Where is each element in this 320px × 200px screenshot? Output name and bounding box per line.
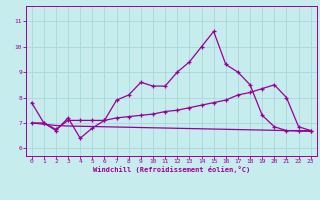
X-axis label: Windchill (Refroidissement éolien,°C): Windchill (Refroidissement éolien,°C)	[92, 166, 250, 173]
